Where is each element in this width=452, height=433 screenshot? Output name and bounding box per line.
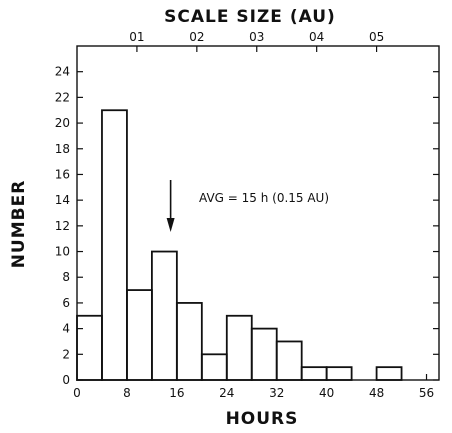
histogram-bar	[275, 340, 303, 381]
y-axis-title: NUMBER	[9, 180, 29, 269]
average-arrow-head	[166, 218, 175, 232]
histogram-bar	[325, 366, 353, 381]
y-tick-label: 4	[62, 322, 70, 336]
y-tick-label: 12	[55, 219, 70, 233]
histogram-bar	[76, 314, 103, 381]
y-tick-label: 22	[55, 90, 70, 104]
x-tick-label: 24	[219, 386, 234, 400]
y-tick-label: 10	[55, 245, 70, 259]
x-tick-label: 8	[123, 386, 131, 400]
x-axis-title: HOURS	[226, 409, 299, 429]
y-tick-label: 14	[55, 193, 70, 207]
histogram-bar	[250, 327, 278, 381]
histogram-bar	[300, 366, 328, 381]
top-tick-label: 01	[129, 30, 144, 44]
x-tick-label: 0	[73, 386, 81, 400]
x-tick-label: 56	[419, 386, 434, 400]
average-annotation: AVG = 15 h (0.15 AU)	[199, 191, 329, 205]
histogram-bar	[225, 314, 253, 381]
y-tick-label: 8	[62, 270, 70, 284]
histogram-bar	[375, 366, 403, 381]
top-tick-label: 03	[249, 30, 264, 44]
y-tick-label: 16	[55, 167, 70, 181]
x-tick-label: 32	[269, 386, 284, 400]
x-tick-label: 40	[319, 386, 334, 400]
histogram-bar	[175, 302, 203, 381]
top-tick-label: 02	[189, 30, 204, 44]
x-tick-label: 16	[169, 386, 184, 400]
top-axis-title: SCALE SIZE (AU)	[164, 7, 336, 27]
y-tick-label: 18	[55, 142, 70, 156]
histogram-bar	[150, 250, 178, 381]
y-tick-label: 20	[55, 116, 70, 130]
y-tick-label: 6	[62, 296, 70, 310]
y-tick-label: 24	[55, 65, 70, 79]
x-tick-label: 48	[369, 386, 384, 400]
y-tick-label: 2	[62, 347, 70, 361]
histogram-bar	[101, 109, 128, 381]
histogram-bar	[200, 353, 228, 381]
plot-frame	[76, 45, 440, 381]
top-tick-label: 05	[369, 30, 384, 44]
histogram-bar	[126, 289, 153, 381]
y-tick-label: 0	[62, 373, 70, 387]
top-tick-label: 04	[309, 30, 324, 44]
